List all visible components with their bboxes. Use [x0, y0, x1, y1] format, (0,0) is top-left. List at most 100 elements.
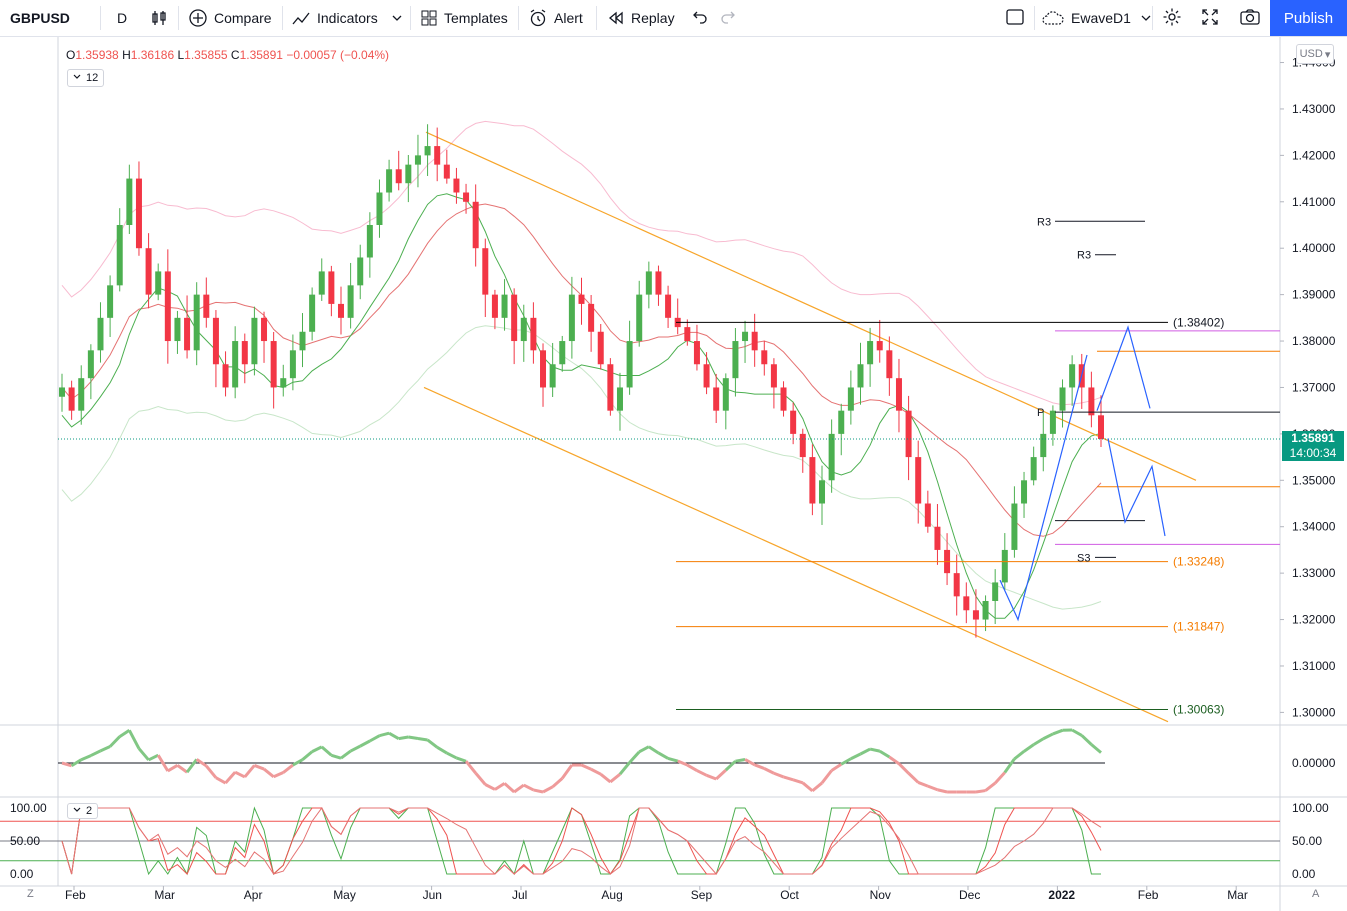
- top-toolbar: GBPUSD D Compare Indicators Templates Al…: [0, 0, 1347, 37]
- oscillator-segment: [1013, 750, 1025, 761]
- candle-body: [174, 317, 181, 342]
- alert-button[interactable]: Alert: [528, 0, 583, 36]
- oscillator-segment: [590, 767, 602, 776]
- currency-button[interactable]: USD ▾: [1296, 44, 1334, 64]
- candle-body: [924, 503, 931, 527]
- settings-button[interactable]: [1162, 0, 1182, 36]
- candle-body: [97, 317, 104, 351]
- trend-channel[interactable]: [423, 131, 1197, 723]
- candle-body: [491, 294, 498, 318]
- oscillator-segment: [801, 781, 814, 793]
- channel-upper-line[interactable]: [425, 131, 1197, 481]
- interval-button[interactable]: D: [117, 0, 127, 36]
- oscillator-segment: [195, 758, 208, 768]
- bullish-projection-line[interactable]: [1096, 325, 1151, 411]
- toolbar-divider: [100, 6, 101, 30]
- oscillator-segment: [243, 764, 256, 778]
- alert-label: Alert: [554, 10, 583, 26]
- oscillator-segment: [657, 751, 669, 760]
- candle-body: [886, 350, 893, 379]
- channel-lower-line[interactable]: [423, 386, 1169, 723]
- impulse-wave-line[interactable]: [999, 354, 1088, 622]
- toolbar-divider: [518, 6, 519, 30]
- open-key: O: [66, 48, 76, 62]
- candle-body: [963, 596, 970, 611]
- oscillator-segment: [234, 770, 246, 779]
- chevron-down-icon: [73, 805, 81, 817]
- price-tick-label: 1.42000: [1292, 148, 1336, 162]
- oscillator-segment: [984, 781, 997, 792]
- oscillator-segment: [1090, 743, 1102, 754]
- chart-type-button[interactable]: [150, 0, 174, 36]
- square-icon: [1005, 7, 1025, 30]
- candle-body: [693, 341, 700, 365]
- oscillator-segment: [474, 772, 487, 786]
- oscillator-segment: [426, 738, 439, 749]
- oscillator-segment: [609, 773, 621, 784]
- stochastic-slow-line: [61, 807, 1102, 875]
- undo-button[interactable]: [692, 0, 708, 36]
- candle-body: [1088, 387, 1095, 416]
- candle-body: [819, 480, 826, 504]
- candle-body: [405, 164, 412, 184]
- replay-button[interactable]: Replay: [607, 0, 675, 36]
- candle-body: [126, 178, 133, 225]
- oscillator-segment: [369, 734, 381, 743]
- candle-body: [722, 378, 729, 411]
- oscillator-segment: [648, 745, 660, 755]
- fib-level-label: (1.33248): [1173, 555, 1224, 569]
- fullscreen-layout-button[interactable]: [1005, 0, 1025, 36]
- indicators-collapse-button[interactable]: 12: [67, 69, 105, 87]
- candle-body: [972, 610, 979, 620]
- oscillator-pane: 0.00000: [58, 728, 1336, 794]
- snapshot-button[interactable]: [1239, 0, 1261, 36]
- upper-band-line: [61, 120, 1102, 406]
- candle-body: [626, 341, 633, 388]
- oscillator-segment: [840, 757, 852, 766]
- candle-body: [328, 271, 335, 304]
- candle-body: [289, 350, 296, 379]
- oscillator-segment: [706, 773, 717, 781]
- candle-body: [790, 410, 797, 434]
- oscillator-segment: [754, 763, 765, 770]
- candle-body: [222, 364, 229, 388]
- oscillator-segment: [128, 729, 141, 750]
- candle-body: [414, 155, 421, 165]
- auto-scale-button[interactable]: A: [1312, 888, 1319, 900]
- chart-canvas[interactable]: (1.38402) (1.33248) (1.31847) (1.30063) R3 R3…: [0, 37, 1347, 911]
- candle-body: [992, 582, 999, 601]
- candle-body: [665, 294, 672, 318]
- symbol-search[interactable]: GBPUSD: [10, 0, 70, 36]
- templates-label: Templates: [444, 10, 508, 26]
- price-tick-label: 1.39000: [1292, 288, 1336, 302]
- wave-projection[interactable]: [999, 325, 1166, 622]
- oscillator-segment: [320, 745, 333, 757]
- redo-button[interactable]: [720, 0, 736, 36]
- oscillator-segment: [1080, 734, 1093, 746]
- price-levels[interactable]: (1.38402) (1.33248) (1.31847) (1.30063) R3 R3…: [58, 216, 1280, 716]
- oscillator-segment: [109, 735, 121, 748]
- compare-button[interactable]: Compare: [188, 0, 272, 36]
- price-axis[interactable]: 1.440001.430001.420001.410001.400001.390…: [1280, 56, 1336, 720]
- timezone-button[interactable]: Z: [27, 888, 34, 900]
- time-axis[interactable]: Feb Mar Apr May Jun Jul Aug Sep Oct Nov Dec 2022 Feb…: [65, 886, 1248, 902]
- bearish-projection-line[interactable]: [1107, 438, 1166, 537]
- oscillator-collapse-button[interactable]: 2: [67, 803, 99, 819]
- oscillator-segment: [1003, 758, 1016, 774]
- price-tick-label: 1.34000: [1292, 520, 1336, 534]
- oscillator-segment: [224, 771, 237, 785]
- camera-icon: [1239, 8, 1261, 29]
- candle-body: [376, 192, 383, 225]
- candle-body: [684, 327, 691, 342]
- templates-button[interactable]: Templates: [420, 0, 508, 36]
- layout-menu[interactable]: EwaveD1: [1041, 0, 1151, 36]
- candle-body: [780, 387, 787, 411]
- pivot-label: P: [1037, 407, 1044, 419]
- oscillator-segment: [523, 783, 535, 792]
- indicators-button[interactable]: Indicators: [291, 0, 402, 36]
- fullscreen-button[interactable]: [1201, 0, 1219, 36]
- oscillator-segment: [744, 758, 756, 767]
- oscillator-segment: [1023, 743, 1035, 753]
- time-label: 2022: [1048, 888, 1075, 902]
- publish-button[interactable]: Publish: [1270, 0, 1347, 36]
